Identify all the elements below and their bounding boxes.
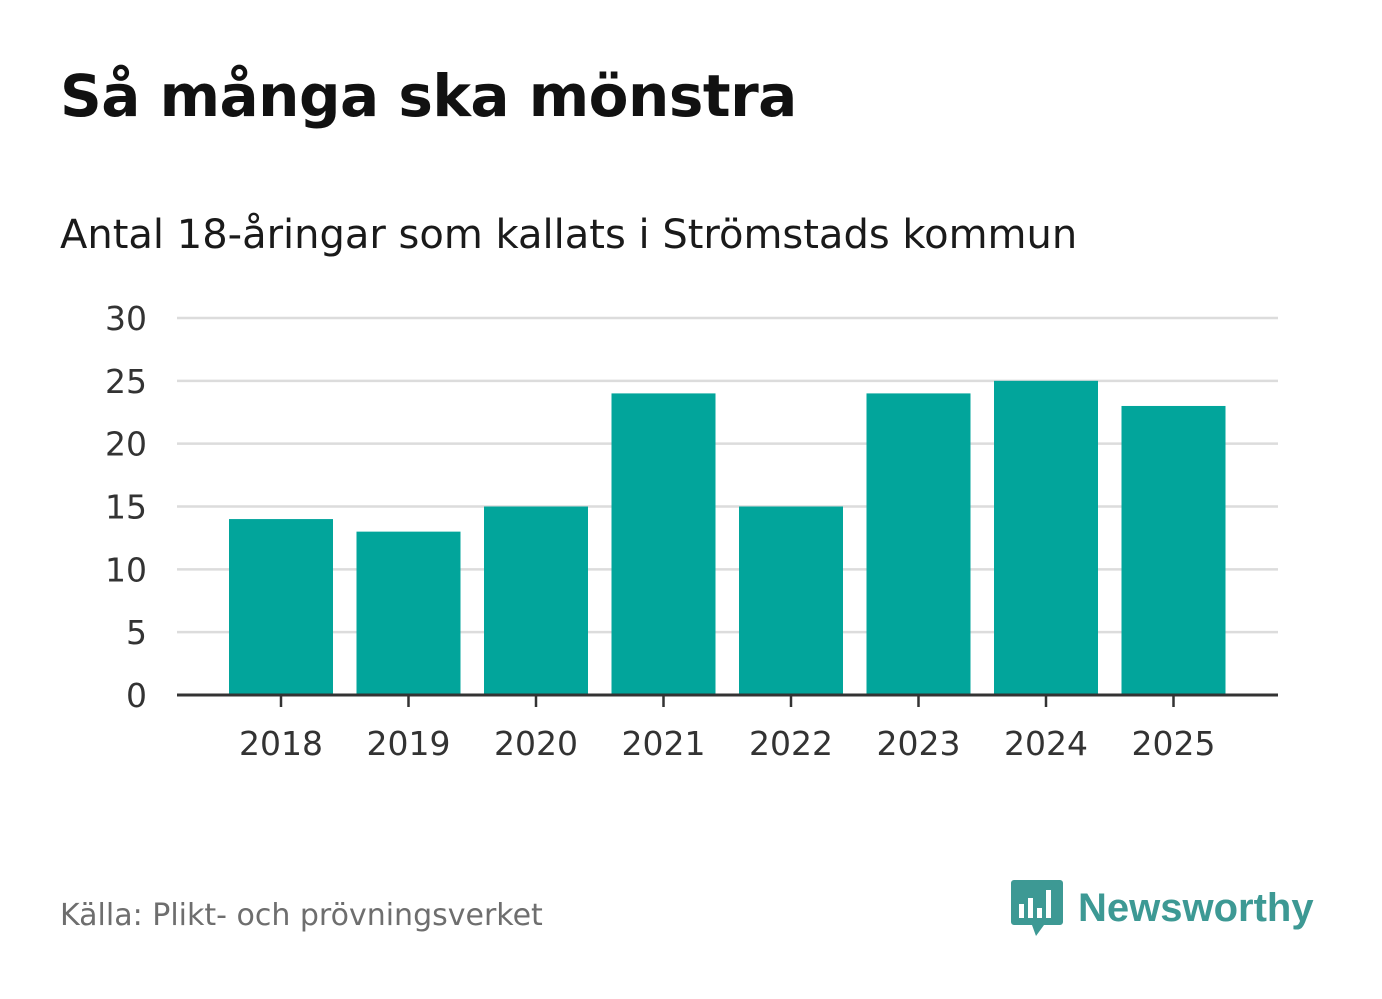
- y-tick-label: 20: [105, 425, 147, 464]
- y-tick-label: 30: [105, 299, 147, 338]
- x-tick-label: 2024: [1004, 724, 1088, 763]
- x-tick-label: 2021: [622, 724, 706, 763]
- y-tick-label: 25: [105, 362, 147, 401]
- bar: [739, 506, 843, 695]
- y-tick-label: 0: [126, 676, 147, 715]
- bar-chart-speech-bubble-icon: [1011, 880, 1063, 936]
- bar: [994, 380, 1098, 695]
- bar: [611, 393, 716, 695]
- bar: [229, 519, 333, 695]
- bar: [866, 393, 971, 695]
- x-tick-label: 2020: [494, 724, 578, 763]
- bar: [1121, 405, 1226, 695]
- x-tick-label: 2022: [749, 724, 833, 763]
- x-tick-label: 2018: [239, 724, 323, 763]
- x-tick-label: 2019: [367, 724, 451, 763]
- brand-name: Newsworthy: [1078, 885, 1314, 930]
- x-tick-label: 2025: [1132, 724, 1216, 763]
- bar: [356, 531, 461, 695]
- y-tick-label: 15: [105, 488, 147, 527]
- y-tick-label: 5: [126, 613, 147, 652]
- source-note: Källa: Plikt- och prövningsverket: [60, 898, 543, 933]
- chart-title: Så många ska mönstra: [60, 62, 797, 130]
- chart-subtitle: Antal 18-åringar som kallats i Strömstad…: [60, 212, 1078, 258]
- y-tick-label: 10: [105, 550, 147, 589]
- bar: [484, 506, 588, 695]
- brand-logo: Newsworthy: [1010, 878, 1314, 938]
- x-tick-label: 2023: [877, 724, 961, 763]
